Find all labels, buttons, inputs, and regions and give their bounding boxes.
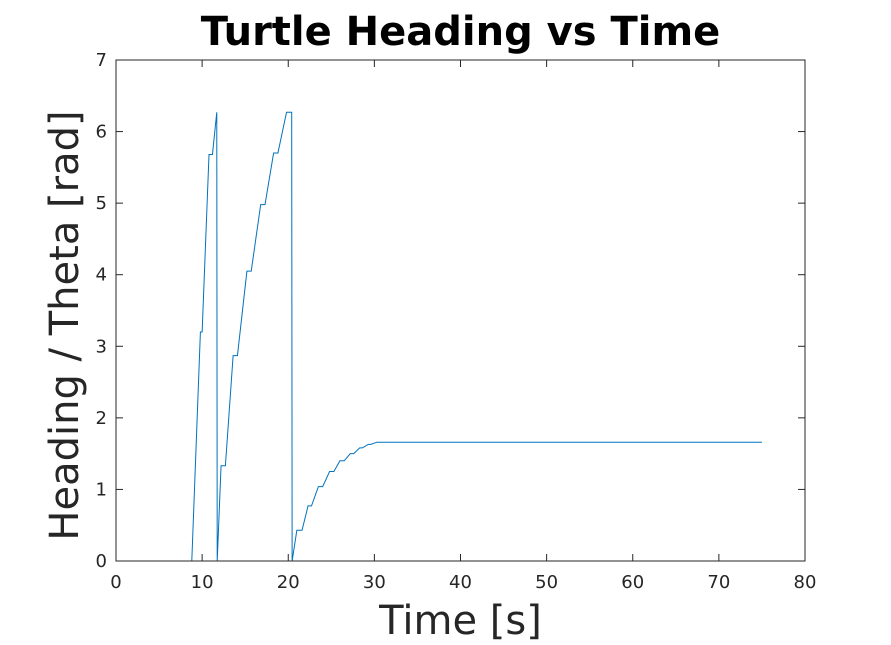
y-tick-label: 5 (96, 193, 107, 214)
heading-series-line (116, 111, 762, 562)
x-tick-label: 0 (110, 572, 121, 593)
plot-background (116, 60, 805, 561)
y-tick-label: 0 (96, 551, 107, 572)
plot-area (116, 60, 805, 561)
x-tick-label: 40 (449, 572, 472, 593)
x-axis-label: Time [s] (378, 598, 542, 644)
y-axis-ticks: 0 1 2 3 4 5 6 7 (96, 50, 805, 572)
y-tick-label: 4 (96, 265, 107, 286)
x-tick-label: 20 (277, 572, 300, 593)
x-tick-label: 30 (363, 572, 386, 593)
y-axis-label: Heading / Theta [rad] (42, 110, 88, 540)
x-tick-label: 70 (707, 572, 730, 593)
y-tick-label: 7 (96, 50, 107, 71)
x-axis-ticks: 0 10 20 30 40 50 60 70 80 (110, 60, 816, 593)
x-tick-label: 60 (621, 572, 644, 593)
y-tick-label: 3 (96, 336, 107, 357)
x-tick-label: 50 (535, 572, 558, 593)
x-tick-label: 10 (191, 572, 214, 593)
x-tick-label: 80 (794, 572, 817, 593)
y-tick-label: 2 (96, 408, 107, 429)
y-tick-label: 6 (96, 122, 107, 143)
chart-title: Turtle Heading vs Time (201, 9, 721, 55)
y-tick-label: 1 (96, 479, 107, 500)
